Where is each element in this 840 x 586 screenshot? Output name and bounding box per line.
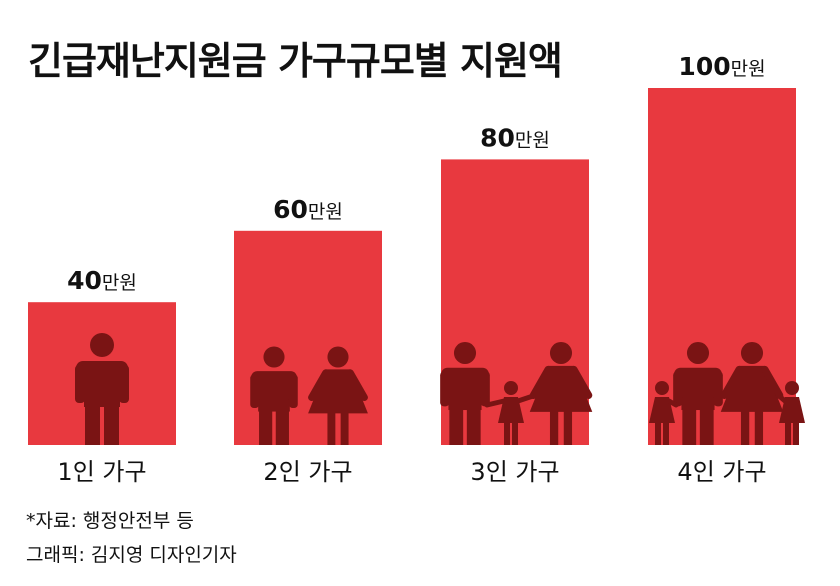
family-figures-3 xyxy=(440,341,593,445)
source-note: *자료: 행정안전부 등 xyxy=(26,510,194,532)
family-figures-1 xyxy=(75,333,129,445)
category-label-1: 1인 가구 xyxy=(57,458,146,486)
graphic-credit: 그래픽: 김지영 디자인기자 xyxy=(26,544,237,566)
value-label-1: 40만원 xyxy=(67,266,137,295)
category-label-2: 2인 가구 xyxy=(263,458,352,486)
family-figures-4 xyxy=(649,341,805,445)
value-label-4: 100만원 xyxy=(678,52,765,81)
category-label-4: 4인 가구 xyxy=(677,458,766,486)
category-label-3: 3인 가구 xyxy=(470,458,559,486)
value-label-2: 60만원 xyxy=(273,195,343,224)
family-figures-2 xyxy=(250,346,368,445)
value-label-3: 80만원 xyxy=(480,123,550,152)
chart-title: 긴급재난지원금 가구규모별 지원액 xyxy=(28,39,563,83)
